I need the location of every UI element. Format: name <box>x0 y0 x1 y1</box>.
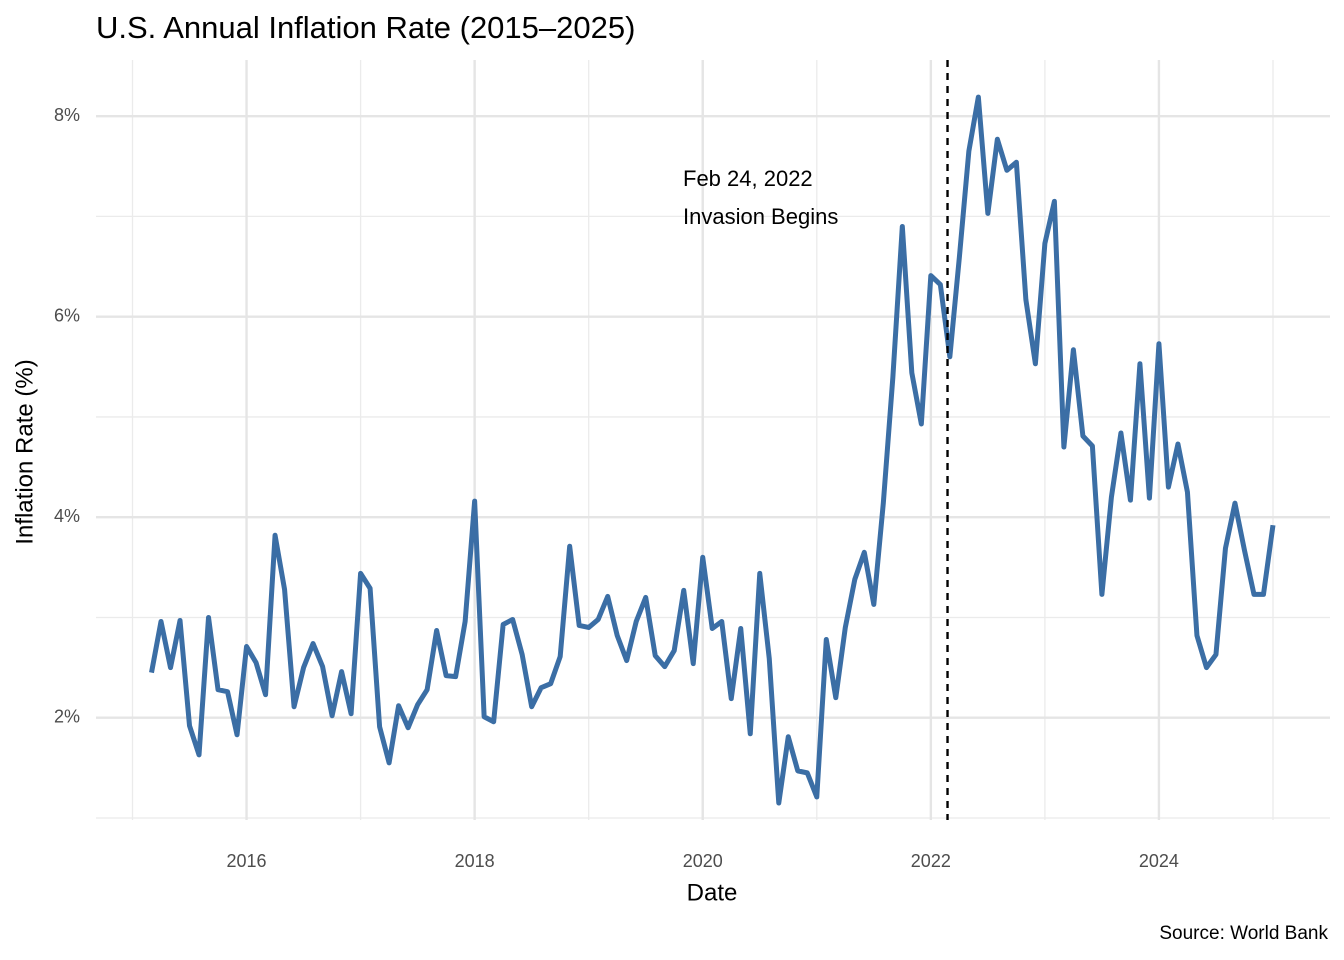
caption: Source: World Bank <box>1159 923 1328 944</box>
x-tick-label: 2022 <box>911 851 951 871</box>
x-axis-title: Date <box>687 879 738 906</box>
event-label: Invasion Begins <box>683 204 838 229</box>
y-tick-label: 8% <box>54 105 80 125</box>
y-axis-title: Inflation Rate (%) <box>11 359 38 544</box>
chart-title: U.S. Annual Inflation Rate (2015–2025) <box>96 10 635 45</box>
y-tick-label: 4% <box>54 506 80 526</box>
x-tick-label: 2016 <box>227 851 267 871</box>
data-line <box>149 94 1276 806</box>
y-tick-label: 2% <box>54 706 80 726</box>
x-tick-label: 2020 <box>683 851 723 871</box>
event-label: Feb 24, 2022 <box>683 166 813 191</box>
y-tick-label: 6% <box>54 305 80 325</box>
x-tick-label: 2024 <box>1139 851 1179 871</box>
x-tick-label: 2018 <box>455 851 495 871</box>
